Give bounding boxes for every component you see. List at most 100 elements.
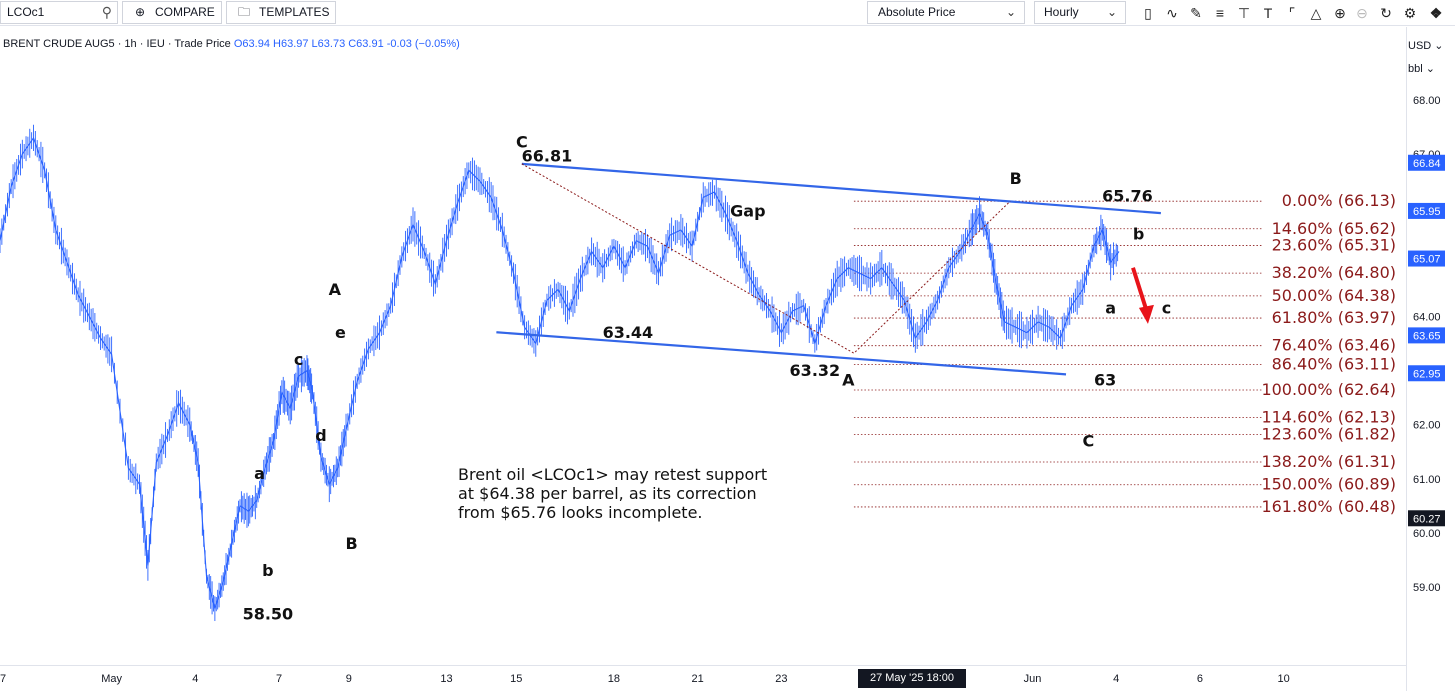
- wave-annotation: a: [1105, 299, 1116, 318]
- price-axis-tick: 62.00: [1413, 420, 1441, 432]
- time-axis-tick: 21: [692, 673, 704, 685]
- symbol-value: LCOc1: [7, 5, 45, 19]
- wave-annotation: B: [1010, 169, 1022, 188]
- wave-annotation: A: [329, 280, 342, 299]
- currency-select[interactable]: USD ⌄: [1408, 40, 1444, 52]
- fib-level-label: 123.60% (61.82): [1261, 424, 1396, 443]
- time-axis-tick: 13: [440, 673, 452, 685]
- price-badge: [1408, 250, 1445, 267]
- fib-level-label: 76.40% (63.46): [1272, 336, 1396, 355]
- time-axis-tick: 6: [1197, 673, 1203, 685]
- price-badge: [1408, 327, 1445, 344]
- price-badge: [1408, 154, 1445, 171]
- wave-annotation: C: [516, 133, 528, 152]
- wave-annotation: e: [335, 323, 346, 342]
- price-badge-label: 66.84: [1413, 158, 1441, 170]
- price-chart[interactable]: 0.00% (66.13) 14.60% (65.62)23.60% (65.31…: [0, 27, 1455, 691]
- fib-level-label: 61.80% (63.97): [1272, 308, 1396, 327]
- legend-ohlc: O63.94 H63.97 L63.73 C63.91 -0.03 (−0.05…: [233, 38, 460, 50]
- wave-annotation: 58.50: [243, 604, 294, 623]
- fib-level-label: 100.00% (62.64): [1261, 380, 1396, 399]
- zoom-in-icon[interactable]: ⊕: [1334, 5, 1346, 21]
- time-axis-tick: May: [101, 673, 122, 685]
- note-line-3: from $65.76 looks incomplete.: [458, 503, 703, 522]
- compare-label: COMPARE: [155, 5, 215, 19]
- fib-level-label: 50.00% (64.38): [1272, 286, 1396, 305]
- fib-icon[interactable]: ≡: [1215, 5, 1225, 21]
- settings-icon[interactable]: ⚙: [1403, 5, 1417, 21]
- analysis-note: Brent oil <LCOc1> may retest support at …: [458, 465, 767, 522]
- text-tool-icon[interactable]: T: [1263, 5, 1273, 21]
- indicator-icon[interactable]: ∿: [1166, 5, 1178, 21]
- time-axis-tick: 9: [346, 673, 352, 685]
- brackets-icon[interactable]: ⌜: [1288, 5, 1296, 21]
- fib-level-label: 14.60% (65.62): [1272, 219, 1396, 238]
- interval-value: Hourly: [1044, 5, 1079, 19]
- chevron-down-icon: ⌄: [1005, 5, 1016, 19]
- wave-annotation: 65.76: [1102, 187, 1153, 206]
- fib-level-label: 161.80% (60.48): [1261, 497, 1396, 516]
- unit-value: bbl: [1408, 63, 1423, 75]
- fib-level-label: 138.20% (61.31): [1261, 452, 1396, 471]
- price-badge-label: 60.27: [1413, 513, 1441, 525]
- fib-level-label: 38.20% (64.80): [1272, 263, 1396, 282]
- time-axis-tick: 18: [608, 673, 620, 685]
- time-axis-tick: 23: [775, 673, 787, 685]
- plus-circle-icon: ⊕: [134, 5, 146, 19]
- price-badge: [1408, 510, 1445, 527]
- fib-level-label: 86.40% (63.11): [1272, 355, 1396, 374]
- price-axis-tick: 59.00: [1413, 582, 1441, 594]
- interval-select[interactable]: Hourly ⌄: [1034, 1, 1126, 24]
- templates-label: TEMPLATES: [259, 5, 330, 19]
- wave-annotation: 63.44: [603, 323, 654, 342]
- price-badge-label: 63.65: [1413, 330, 1441, 342]
- time-axis-tick: 15: [510, 673, 522, 685]
- fib-level-label: 150.00% (60.89): [1261, 475, 1396, 494]
- price-axis-tick: 64.00: [1413, 311, 1441, 323]
- note-line-2: at $64.38 per barrel, as its correction: [458, 484, 757, 503]
- price-axis-tick: 68.00: [1413, 95, 1441, 107]
- price-mode-value: Absolute Price: [878, 5, 956, 19]
- down-arrow-head: [1138, 304, 1154, 324]
- down-arrow-shaft: [1131, 267, 1149, 313]
- time-axis-tick: 7: [276, 673, 282, 685]
- folder-icon: 🗀: [237, 5, 250, 19]
- compare-button[interactable]: ⊕ COMPARE: [122, 1, 222, 24]
- wave-annotation: b: [262, 561, 273, 580]
- unit-select[interactable]: bbl ⌄: [1408, 63, 1435, 75]
- search-icon[interactable]: ⚲: [101, 4, 112, 20]
- time-axis-tick: 27: [0, 673, 6, 685]
- note-line-1: Brent oil <LCOc1> may retest support: [458, 465, 768, 484]
- wave-annotation: d: [315, 426, 326, 445]
- candlestick-icon[interactable]: ▯: [1144, 5, 1152, 21]
- legend-symbol: BRENT CRUDE AUG5 · 1h · IEU · Trade Pric…: [3, 38, 231, 50]
- reset-icon[interactable]: ↻: [1380, 5, 1392, 21]
- templates-button[interactable]: 🗀 TEMPLATES: [226, 1, 336, 24]
- cross-tool-icon[interactable]: ⊤: [1237, 5, 1251, 21]
- price-axis-tick: 61.00: [1413, 474, 1441, 486]
- price-badge: [1408, 202, 1445, 219]
- fib-level-label: 23.60% (65.31): [1272, 236, 1396, 255]
- price-series-line: [0, 136, 1120, 611]
- time-axis-divider: [0, 665, 1406, 666]
- wave-annotation: c: [294, 350, 303, 369]
- fib-level-label: 0.00% (66.13): [1282, 191, 1396, 210]
- draw-lines-icon[interactable]: ✎: [1190, 5, 1202, 21]
- wave-annotation: A: [842, 371, 855, 390]
- time-axis-tick: 4: [1113, 673, 1119, 685]
- wave-annotation: a: [254, 464, 265, 483]
- currency-value: USD: [1408, 40, 1432, 52]
- price-mode-select[interactable]: Absolute Price ⌄: [867, 1, 1025, 24]
- wave-annotation: b: [1133, 225, 1144, 244]
- chevron-down-icon: ⌄: [1106, 5, 1117, 19]
- wave-annotation: 63.32: [790, 361, 841, 380]
- crosshair-time-label: 27 May '25 18:00: [858, 669, 966, 688]
- zoom-out-icon[interactable]: ⊖: [1356, 5, 1368, 21]
- price-badge-label: 62.95: [1413, 368, 1441, 380]
- wave-annotation: B: [346, 534, 358, 553]
- shapes-icon[interactable]: △: [1310, 5, 1322, 21]
- fib-level-label: 114.60% (62.13): [1261, 408, 1396, 427]
- symbol-search-input[interactable]: LCOc1 ⚲: [0, 1, 118, 24]
- wave-annotation: Gap: [730, 201, 765, 220]
- lower-channel-line: [496, 331, 1067, 376]
